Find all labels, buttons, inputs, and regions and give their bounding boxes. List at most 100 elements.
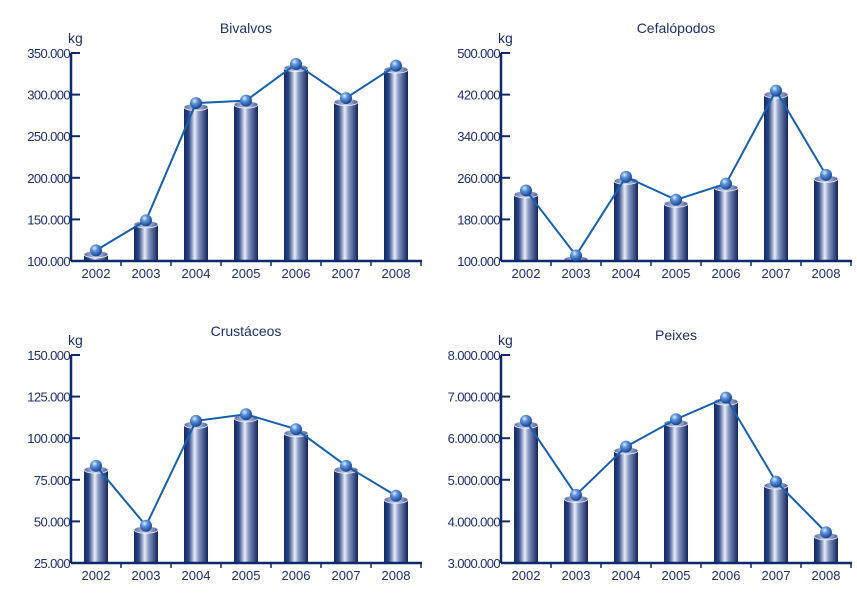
x-tick-label: 2008 [812,568,841,583]
bar-2008 [814,536,838,563]
bar-2003 [134,224,158,261]
x-tick-label: 2006 [712,568,741,583]
point-2007 [340,92,352,105]
bar-2004 [184,424,208,563]
chart-cefalópodos: Cefalópodos kg 100.000 180.000 260.000 340.00… [457,20,852,281]
chart-peixes: Peixes kg 3.000.000 4.000.000 5.000.000 6.000… [448,327,852,583]
chart-title: Peixes [655,327,697,343]
point-2006 [290,57,302,70]
point-2006 [720,177,732,190]
bar-2002 [84,469,108,563]
x-tick-label: 2004 [612,568,641,583]
bar-2004 [614,450,638,563]
x-tick-label: 2008 [812,266,841,281]
y-tick-label: 125.000 [27,390,70,405]
x-tick-label: 2008 [382,266,411,281]
point-2003 [140,519,152,532]
point-2002 [520,184,532,197]
x-tick-label: 2005 [662,266,691,281]
x-tick-label: 2002 [82,266,111,281]
point-2003 [570,249,582,262]
y-tick-label: 7.000.000 [448,390,501,405]
y-unit-label: kg [68,30,83,46]
bar-2006 [714,187,738,261]
y-tick-label: 6.000.000 [448,431,501,446]
bar-2007 [764,94,788,261]
bar-2008 [384,499,408,563]
y-tick-label: 100.000 [27,431,70,446]
x-tick-label: 2003 [562,266,591,281]
point-2007 [770,475,782,488]
x-tick-label: 2005 [232,266,261,281]
y-tick-label: 500.000 [457,46,500,61]
bar-2004 [184,107,208,261]
point-2008 [820,526,832,539]
x-tick-label: 2003 [132,266,161,281]
point-2005 [240,94,252,107]
x-tick-label: 2006 [712,266,741,281]
x-tick-label: 2006 [282,266,311,281]
x-tick-label: 2008 [382,568,411,583]
x-tick-label: 2002 [82,568,111,583]
point-2004 [620,440,632,453]
y-unit-label: kg [68,332,83,348]
y-tick-label: 8.000.000 [448,348,501,363]
x-tick-label: 2002 [512,266,541,281]
x-tick-label: 2003 [132,568,161,583]
y-tick-label: 25.000 [34,556,71,571]
bar-2002 [514,194,538,261]
y-tick-label: 4.000.000 [448,514,501,529]
y-tick-label: 300.000 [27,88,70,103]
x-tick-label: 2007 [332,568,361,583]
y-unit-label: kg [498,30,513,46]
x-tick-label: 2006 [282,568,311,583]
y-unit-label: kg [498,332,513,348]
point-2007 [340,459,352,472]
y-tick-label: 150.000 [27,348,70,363]
y-tick-label: 150.000 [27,212,70,227]
x-tick-label: 2004 [612,266,641,281]
point-2004 [190,414,202,427]
y-tick-label: 5.000.000 [448,473,501,488]
point-2002 [90,459,102,472]
x-tick-label: 2004 [182,568,211,583]
bar-2003 [134,529,158,563]
x-tick-label: 2005 [662,568,691,583]
point-2006 [290,423,302,436]
y-tick-label: 250.000 [27,129,70,144]
chart-bivalvos: Bivalvos kg 100.000 150.000 200.000 250.000 30… [27,20,422,281]
x-tick-label: 2007 [332,266,361,281]
y-tick-label: 340.000 [457,129,500,144]
bar-2005 [234,418,258,563]
point-2008 [390,59,402,72]
x-tick-label: 2007 [762,568,791,583]
point-2005 [670,413,682,426]
point-2003 [140,214,152,227]
point-2003 [570,488,582,501]
bar-2005 [664,203,688,261]
point-2002 [90,244,102,257]
x-tick-label: 2005 [232,568,261,583]
bar-2004 [614,180,638,261]
bar-2008 [814,178,838,261]
x-tick-label: 2003 [562,568,591,583]
bar-2007 [334,469,358,563]
bar-2006 [714,401,738,563]
y-tick-label: 3.000.000 [448,556,501,571]
bar-2006 [284,433,308,563]
bar-2006 [284,67,308,261]
point-2008 [820,168,832,181]
x-tick-label: 2002 [512,568,541,583]
x-tick-label: 2007 [762,266,791,281]
point-2002 [520,414,532,427]
bar-2005 [664,423,688,563]
point-2005 [240,408,252,421]
chart-title: Bivalvos [220,20,272,36]
chart-title: Crustáceos [211,323,282,339]
y-tick-label: 200.000 [27,171,70,186]
y-tick-label: 260.000 [457,171,500,186]
point-2008 [390,489,402,502]
x-tick-label: 2004 [182,266,211,281]
point-2004 [190,97,202,110]
